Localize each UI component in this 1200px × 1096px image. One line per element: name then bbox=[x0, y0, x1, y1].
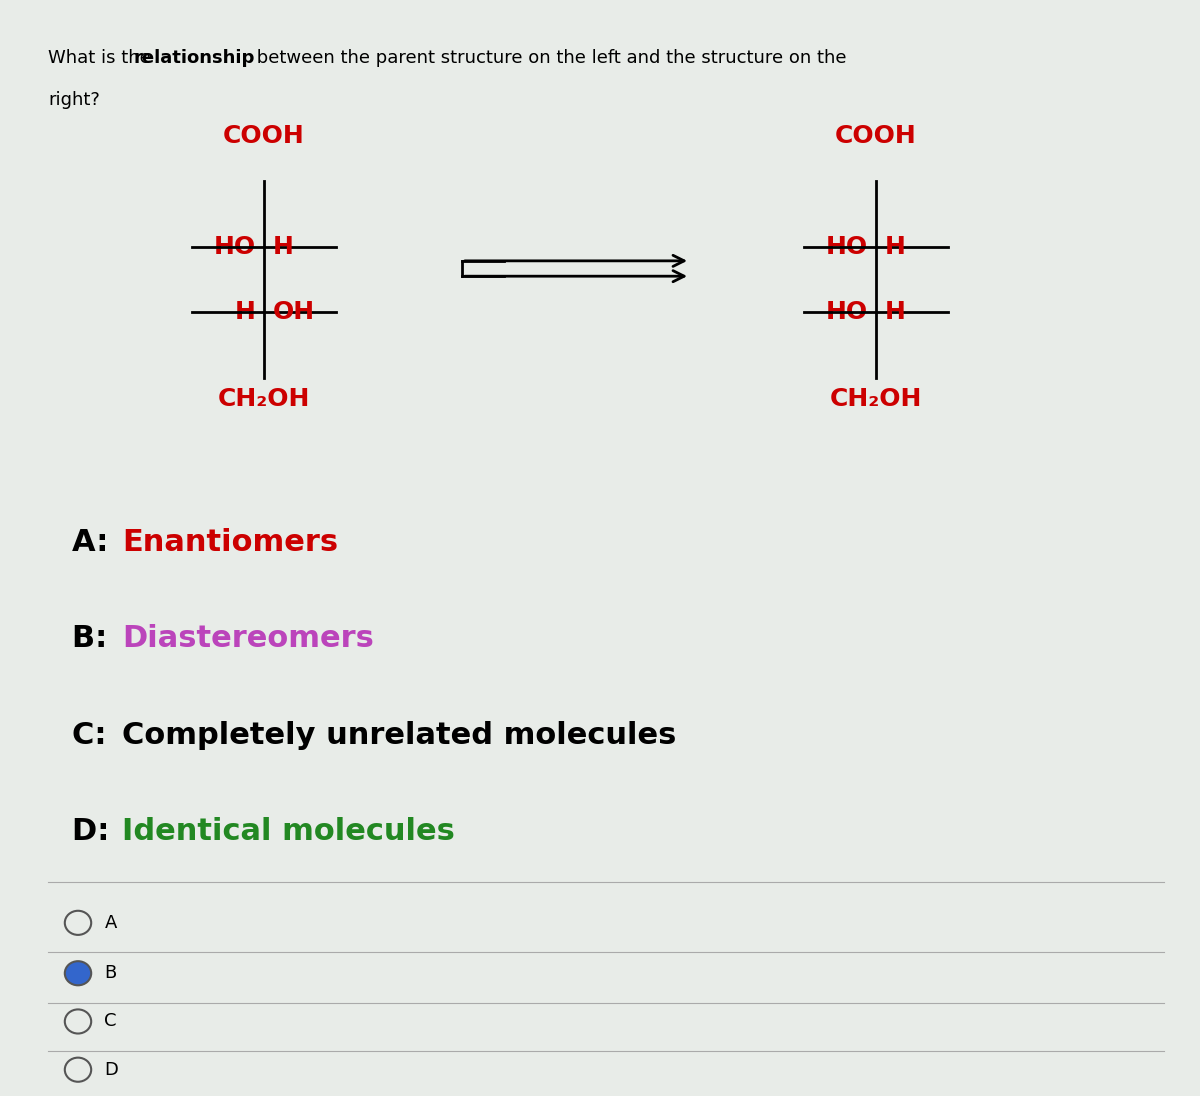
Text: OH: OH bbox=[272, 300, 314, 324]
Text: relationship: relationship bbox=[133, 49, 254, 67]
Text: HO: HO bbox=[214, 235, 256, 259]
Text: A: A bbox=[104, 914, 116, 932]
Text: HO: HO bbox=[826, 300, 868, 324]
Text: CH₂OH: CH₂OH bbox=[830, 387, 922, 411]
Text: COOH: COOH bbox=[223, 124, 305, 148]
Text: B: B bbox=[104, 964, 116, 982]
Text: Diastereomers: Diastereomers bbox=[122, 625, 374, 653]
Text: What is the: What is the bbox=[48, 49, 156, 67]
Text: H: H bbox=[272, 235, 293, 259]
Text: H: H bbox=[884, 235, 905, 259]
Text: Identical molecules: Identical molecules bbox=[122, 818, 455, 846]
Text: A:: A: bbox=[72, 528, 119, 557]
Text: H: H bbox=[884, 300, 905, 324]
Text: Enantiomers: Enantiomers bbox=[122, 528, 338, 557]
Text: C:: C: bbox=[72, 721, 118, 750]
Text: C: C bbox=[104, 1013, 116, 1030]
Text: Completely unrelated molecules: Completely unrelated molecules bbox=[122, 721, 677, 750]
Text: COOH: COOH bbox=[835, 124, 917, 148]
Text: right?: right? bbox=[48, 91, 100, 109]
Text: H: H bbox=[235, 300, 256, 324]
Text: CH₂OH: CH₂OH bbox=[218, 387, 310, 411]
Text: between the parent structure on the left and the structure on the: between the parent structure on the left… bbox=[251, 49, 846, 67]
Circle shape bbox=[65, 961, 91, 985]
Text: HO: HO bbox=[826, 235, 868, 259]
Text: D: D bbox=[104, 1061, 119, 1078]
Text: B:: B: bbox=[72, 625, 118, 653]
Text: D:: D: bbox=[72, 818, 120, 846]
